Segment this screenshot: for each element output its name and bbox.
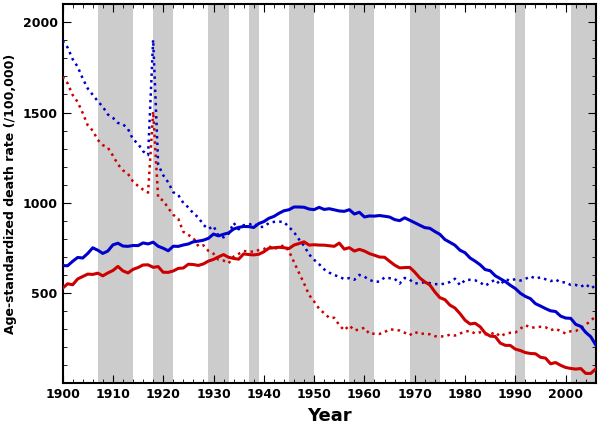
X-axis label: Year: Year [307,407,352,425]
Bar [98,4,133,384]
Bar [208,4,229,384]
Y-axis label: Age-standardized death rate (/100,000): Age-standardized death rate (/100,000) [4,54,17,334]
Bar [349,4,374,384]
Bar [249,4,259,384]
Bar [289,4,314,384]
Bar [571,4,596,384]
Bar [515,4,526,384]
Bar [153,4,173,384]
Bar [410,4,440,384]
